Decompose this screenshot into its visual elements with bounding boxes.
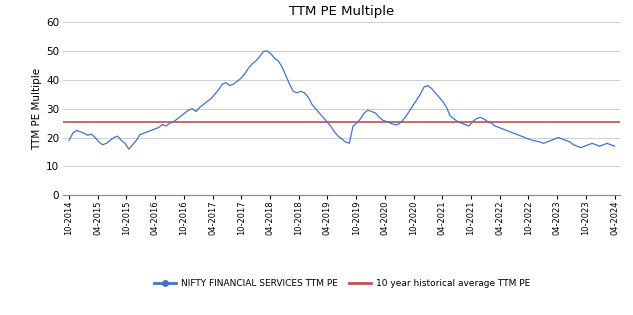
Y-axis label: TTM PE Multiple: TTM PE Multiple [32,68,42,150]
Title: TTM PE Multiple: TTM PE Multiple [289,5,394,18]
Legend: NIFTY FINANCIAL SERVICES TTM PE, 10 year historical average TTM PE: NIFTY FINANCIAL SERVICES TTM PE, 10 year… [150,275,534,291]
